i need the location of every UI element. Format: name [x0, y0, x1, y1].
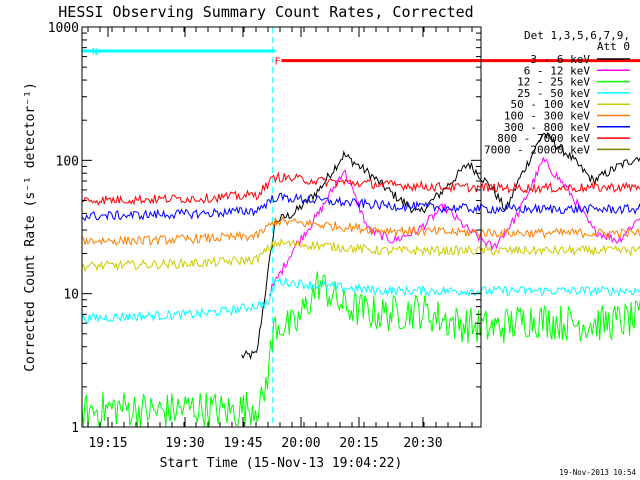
x-tick-label-0: 19:15 [88, 436, 127, 451]
chart-title: HESSI Observing Summary Count Rates, Cor… [58, 3, 473, 21]
y-tick-label-1: 10 [63, 288, 79, 303]
series-line-7-0 [81, 171, 640, 206]
x-tick-label-1: 19:30 [165, 436, 204, 451]
legend-label-0: 3 - 6 keV [530, 53, 590, 66]
legend-label-7: 800 - 7000 keV [497, 132, 590, 145]
annotation-label-n: N [92, 47, 98, 58]
plot-area: NFS [81, 27, 640, 429]
timestamp: 19-Nov-2013 10:54 [559, 468, 636, 477]
y-tick-label-2: 100 [56, 154, 79, 169]
axes: 1 10 100 1000 19:15 19:30 19:45 20:00 20:15 20:30 [48, 21, 481, 451]
plot-frame [81, 26, 482, 428]
legend-label-3: 25 - 50 keV [517, 87, 590, 100]
legend-label-6: 300 - 800 keV [504, 121, 590, 134]
x-tick-label-5: 20:30 [403, 436, 442, 451]
x-tick-label-4: 20:15 [339, 436, 378, 451]
series-line-1-0 [268, 156, 640, 297]
legend-label-2: 12 - 25 keV [517, 76, 590, 89]
y-axis-label: Corrected Count Rate (s⁻¹ detector⁻¹) [23, 82, 38, 372]
x-tick-label-3: 20:00 [281, 436, 320, 451]
series-line-0-0 [241, 132, 640, 361]
legend-label-5: 100 - 300 keV [504, 110, 590, 123]
series-line-2-0 [81, 271, 640, 429]
legend-title: Det 1,3,5,6,7,9, [524, 29, 630, 42]
x-tick-label-2: 19:45 [223, 436, 262, 451]
legend-label-4: 50 - 100 keV [511, 98, 591, 111]
series-line-5-0 [81, 216, 640, 247]
annotation-label-f: F [275, 57, 281, 68]
series-line-3-0 [81, 276, 640, 324]
y-tick-label-0: 1 [71, 421, 79, 436]
series-line-6-0 [81, 192, 640, 222]
y-tick-label-3: 1000 [48, 21, 79, 36]
legend-label-1: 6 - 12 keV [524, 64, 591, 77]
x-axis-label: Start Time (15-Nov-13 19:04:22) [160, 456, 403, 471]
legend-label-8: 7000 - 20000 keV [484, 143, 590, 156]
series-line-4-0 [81, 237, 640, 273]
legend-subtitle: Att 0 [597, 40, 630, 53]
